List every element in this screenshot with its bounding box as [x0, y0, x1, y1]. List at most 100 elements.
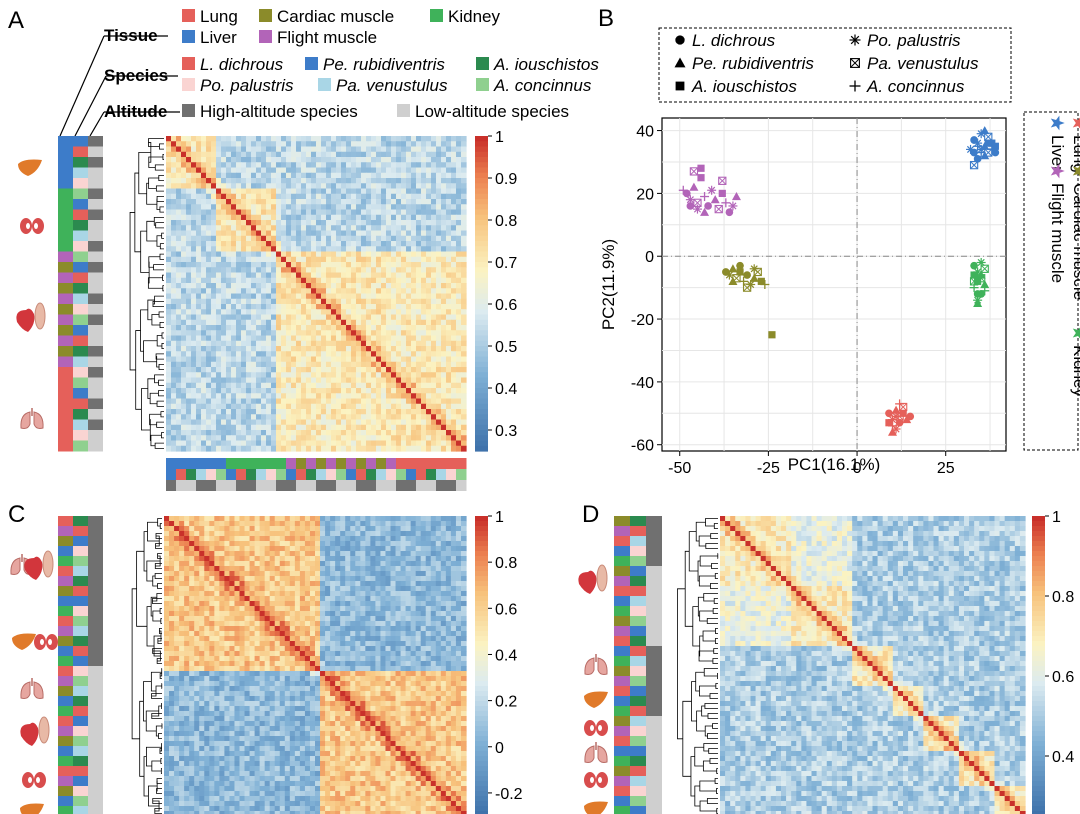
panel-letter-b: B: [598, 5, 614, 32]
b-point-flight-muscle: [728, 201, 738, 211]
b-xlabel: PC1(16.1%): [788, 455, 881, 474]
b-point-lung: [888, 427, 898, 436]
b-point-liver: [991, 142, 999, 150]
b-point-kidney: [970, 271, 978, 279]
b-point-kidney: [973, 290, 982, 298]
kidney-icon: [34, 634, 58, 650]
altitude-legend-title: Altitude: [104, 102, 167, 121]
b-point-cardiac-muscle: [749, 264, 759, 274]
b-ytick-label: 0: [645, 249, 654, 266]
kidney-icon: [20, 218, 44, 234]
c-colorbar-tick: 0.4: [495, 647, 517, 664]
b-point-kidney: [973, 298, 983, 307]
d-colorbar-tick: 0.8: [1052, 589, 1074, 606]
legend-b: L. dichrous Po. palustris Pe. rubidiventri…: [658, 27, 1080, 451]
b-point-flight-muscle: [710, 195, 720, 204]
b-point-liver: [980, 151, 990, 160]
lung-icon: [584, 654, 608, 675]
b-ytick-label: 20: [636, 186, 654, 203]
scatter-b: -50 -25 0 25 40 20 0 -20 -40 -60 PC1(16.1%) PC2(11.…: [599, 117, 1007, 477]
legend-species-ld: L. dichrous: [200, 55, 284, 74]
heart-muscle-icon: [578, 564, 608, 594]
b-legend-tissue: Cardiac muscle: [1070, 183, 1080, 300]
legend-tissue-cardiac: Cardiac muscle: [277, 7, 394, 26]
b-point-flight-muscle: [725, 208, 734, 217]
liver-icon: [584, 801, 608, 814]
b-legend-tissue: Lung: [1070, 135, 1080, 173]
c-colorbar-tick: 1: [495, 509, 504, 526]
d-colorbar-tick: 1: [1052, 509, 1061, 526]
b-point-liver: [980, 126, 990, 135]
b-point-flight-muscle: [692, 204, 702, 214]
b-xtick-label: 0: [853, 460, 862, 477]
legend-species-ai: A. iouschistos: [493, 55, 599, 74]
b-point-cardiac-muscle: [736, 268, 744, 276]
b-point-cardiac-muscle: [736, 261, 744, 270]
b-point-flight-muscle: [714, 204, 723, 214]
c-colorbar-tick: 0.8: [495, 555, 517, 572]
legend-tissue-flight: Flight muscle: [277, 28, 377, 47]
panel-letter-c: C: [8, 501, 25, 528]
b-point-flight-muscle: [678, 185, 688, 195]
b-point-liver: [966, 144, 976, 154]
b-ylabel: PC2(11.9%): [599, 239, 618, 330]
lung-icon: [20, 678, 44, 699]
species-legend-title: Species: [104, 66, 168, 85]
b-point-liver: [976, 148, 986, 158]
b-point-cardiac-muscle: [757, 277, 765, 285]
b-point-kidney: [976, 258, 986, 268]
b-legend-tissue: Flight muscle: [1048, 183, 1067, 283]
d-colorbar-tick: 0.4: [1052, 749, 1074, 766]
b-legend-symbol: [674, 57, 686, 68]
b-point-cardiac-muscle: [768, 331, 776, 339]
b-legend-species: Po. palustris: [867, 31, 961, 50]
b-point-flight-muscle: [704, 202, 712, 210]
heatmap-a: 1 0.9 0.8 0.7 0.6 0.5 0.4 0.3: [58, 129, 517, 491]
heart-muscle-icon: [20, 716, 50, 746]
b-legend-tissue-star: [1050, 115, 1065, 131]
b-point-lung: [902, 415, 912, 424]
b-legend-tissue-star: [1072, 115, 1080, 131]
liver-icon: [12, 633, 36, 650]
b-legend-tissue: Kidney: [1070, 345, 1080, 397]
c-colorbar-tick: 0.2: [495, 694, 517, 711]
b-xtick-label: -50: [668, 460, 691, 477]
a-colorbar-tick: 0.3: [495, 423, 517, 440]
b-legend-species: Pa. venustulus: [867, 54, 979, 73]
b-point-kidney: [980, 280, 990, 289]
b-legend-tissue: Liver: [1048, 135, 1067, 172]
d-colorbar-tick: 0.6: [1052, 669, 1074, 686]
b-point-kidney: [980, 286, 990, 296]
b-legend-tissue-star: [1072, 325, 1080, 341]
b-point-flight-muscle: [700, 192, 710, 202]
b-point-liver: [991, 148, 1000, 157]
kidney-icon: [584, 720, 608, 736]
liver-icon: [18, 159, 42, 176]
c-colorbar-tick: 0.6: [495, 601, 517, 618]
b-point-cardiac-muscle: [760, 280, 770, 289]
b-point-flight-muscle: [689, 182, 699, 191]
b-point-kidney: [969, 277, 979, 286]
b-point-flight-muscle: [718, 176, 727, 185]
legend-tissue-liver: Liver: [200, 28, 237, 47]
b-ytick-label: -20: [631, 312, 654, 329]
b-point-lung: [895, 399, 905, 409]
b-ytick-label: -60: [631, 438, 654, 455]
a-colorbar-tick: 1: [495, 129, 504, 146]
b-legend-species: A. concinnus: [866, 77, 965, 96]
legend-altitude-low: Low-altitude species: [415, 102, 569, 121]
b-point-cardiac-muscle: [742, 283, 752, 292]
c-colorbar-tick: 0: [495, 740, 504, 757]
b-legend-symbol: [675, 35, 685, 45]
a-colorbar-tick: 0.6: [495, 297, 517, 314]
b-point-flight-muscle: [731, 192, 741, 201]
b-point-lung: [891, 405, 901, 414]
b-point-lung: [906, 412, 915, 421]
kidney-icon: [584, 772, 608, 788]
b-point-flight-muscle: [686, 202, 695, 210]
b-point-liver: [969, 160, 979, 170]
b-point-kidney: [980, 264, 989, 273]
liver-icon: [584, 691, 608, 708]
b-point-liver: [984, 139, 992, 147]
legend-tissue-kidney: Kidney: [448, 7, 500, 26]
